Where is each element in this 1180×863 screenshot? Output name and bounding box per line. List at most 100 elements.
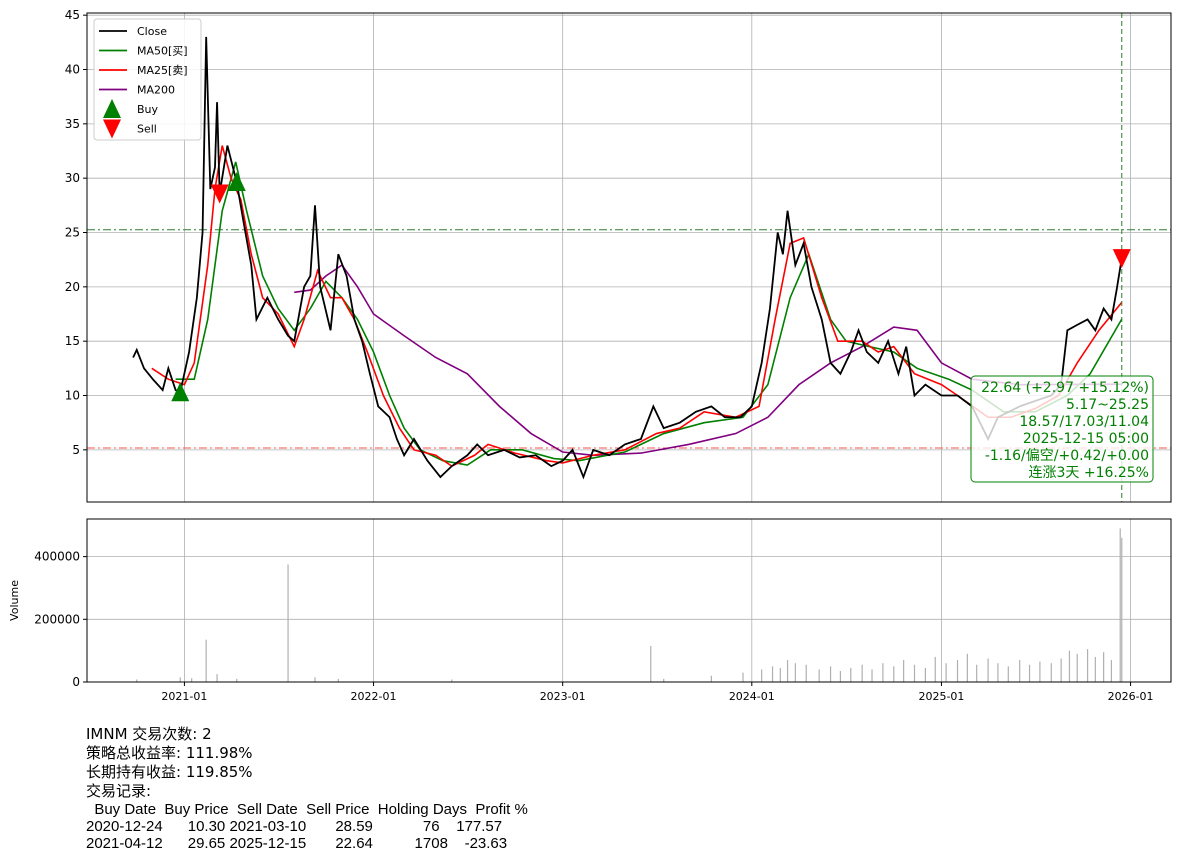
y-tick-label: 45: [65, 8, 80, 22]
volume-bar: [337, 678, 339, 682]
volume-bar: [987, 658, 989, 682]
volume-bar: [1094, 656, 1096, 682]
volume-bar: [136, 679, 138, 682]
y-tick-label: 5: [72, 443, 80, 457]
volume-bar: [1007, 666, 1009, 682]
y-tick-label: 30: [65, 171, 80, 185]
volume-y-tick-label: 0: [72, 675, 80, 689]
volume-bar: [742, 672, 744, 682]
volume-bar: [1068, 650, 1071, 682]
volume-bar: [1060, 658, 1062, 682]
info-box-line: -1.16/偏空/+0.42/+0.00: [985, 448, 1149, 464]
volume-bar: [956, 660, 959, 682]
info-box-line: 18.57/17.03/11.04: [1019, 414, 1149, 430]
volume-bar: [903, 660, 905, 682]
info-box-line: 连涨3天 +16.25%: [1029, 465, 1149, 481]
strategy-return: 策略总收益率: 111.98%: [86, 744, 253, 762]
info-box: [970, 375, 1154, 483]
volume-bar: [761, 669, 763, 682]
legend-box: [93, 18, 202, 141]
volume-bar: [818, 669, 820, 682]
x-tick-label: 2026-01: [1108, 690, 1154, 703]
x-tick-label: 2021-01: [161, 690, 207, 703]
y-tick-label: 25: [65, 226, 80, 240]
volume-bar: [314, 677, 316, 682]
volume-bar: [966, 653, 968, 682]
volume-bar: [1039, 661, 1041, 682]
price-axes-frame: [86, 12, 1172, 503]
buy-marker: [171, 382, 190, 402]
sell-marker: [1112, 249, 1131, 269]
volume-bar: [1121, 537, 1123, 682]
volume-bar: [205, 639, 207, 682]
y-tick-label: 15: [65, 334, 80, 348]
x-tick-label: 2022-01: [351, 690, 397, 703]
volume-y-tick-label: 400000: [34, 550, 80, 564]
trade-row: 2020-12-24 10.30 2021-03-10 28.59 76 177…: [86, 818, 503, 835]
volume-bar: [1076, 653, 1078, 682]
series-ma50-line: [175, 161, 1123, 466]
volume-axis-label: Volume: [8, 580, 21, 621]
volume-bar: [451, 679, 453, 682]
volume-bar: [1086, 649, 1089, 682]
volume-bar: [924, 667, 926, 682]
sell-marker: [210, 184, 229, 204]
volume-bar: [191, 678, 193, 682]
volume-bar: [779, 667, 781, 682]
buy-marker: [227, 171, 246, 191]
y-tick-label: 10: [65, 389, 80, 403]
volume-bar: [1019, 660, 1021, 682]
y-tick-label: 20: [65, 280, 80, 294]
volume-bar: [871, 669, 873, 682]
legend: Close MA50[买] MA25[卖] MA200 Buy Sell: [93, 18, 202, 141]
info-box-line: 5.17~25.25: [1066, 397, 1149, 413]
legend-label: Buy: [137, 103, 159, 116]
volume-bar: [236, 678, 238, 682]
volume-bar: [850, 667, 852, 682]
volume-bar: [287, 564, 289, 682]
volume-bar: [1110, 660, 1113, 682]
volume-axes-frame: [86, 518, 1172, 683]
legend-label: Sell: [137, 123, 157, 136]
volume-bar: [893, 666, 895, 682]
volume-bar: [913, 664, 916, 682]
volume-bar: [216, 674, 218, 682]
legend-label: MA25[卖]: [137, 64, 188, 77]
volume-bar: [882, 663, 884, 682]
volume-bar: [1119, 528, 1121, 682]
volume-bar: [976, 664, 978, 682]
x-tick-label: 2025-01: [918, 690, 964, 703]
trade-row: 2021-04-12 29.65 2025-12-15 22.64 1708 -…: [86, 835, 508, 852]
volume-bar: [861, 664, 863, 682]
series-ma25-line: [151, 145, 1123, 468]
y-tick-label: 35: [65, 117, 80, 131]
volume-y-tick-label: 200000: [34, 612, 80, 626]
trade-records-label: 交易记录:: [86, 782, 152, 800]
volume-bar: [1050, 663, 1052, 682]
volume-bar: [710, 675, 712, 682]
volume-bar: [179, 677, 181, 682]
x-tick-label: 2023-01: [540, 690, 586, 703]
x-tick-label: 2024-01: [729, 690, 775, 703]
volume-bar: [794, 663, 796, 682]
volume-bar: [1103, 652, 1105, 682]
volume-bar: [650, 645, 652, 682]
legend-label: MA200: [137, 84, 175, 97]
volume-bar: [934, 656, 936, 682]
info-box-line: 2025-12-15 05:00: [1023, 431, 1149, 447]
info-box-line: 22.64 (+2.97 +15.12%): [981, 380, 1149, 396]
legend-buy-icon: [103, 99, 121, 118]
volume-bar: [945, 663, 947, 682]
volume-bar: [839, 671, 842, 682]
volume-bar: [771, 666, 774, 682]
stock-chart: 2021-01 2022-01 2023-01 2024-01 2025-01 2026-…: [8, 8, 1172, 703]
legend-label: MA50[买]: [137, 45, 188, 58]
y-tick-label: 40: [65, 63, 80, 77]
trade-count: IMNM 交易次数: 2: [86, 725, 212, 743]
trade-table-header: Buy Date Buy Price Sell Date Sell Price …: [86, 801, 528, 818]
volume-bar: [1028, 664, 1031, 682]
volume-bar: [829, 666, 832, 682]
legend-label: Close: [137, 25, 167, 38]
volume-bar: [786, 660, 789, 682]
volume-bar: [805, 664, 807, 682]
